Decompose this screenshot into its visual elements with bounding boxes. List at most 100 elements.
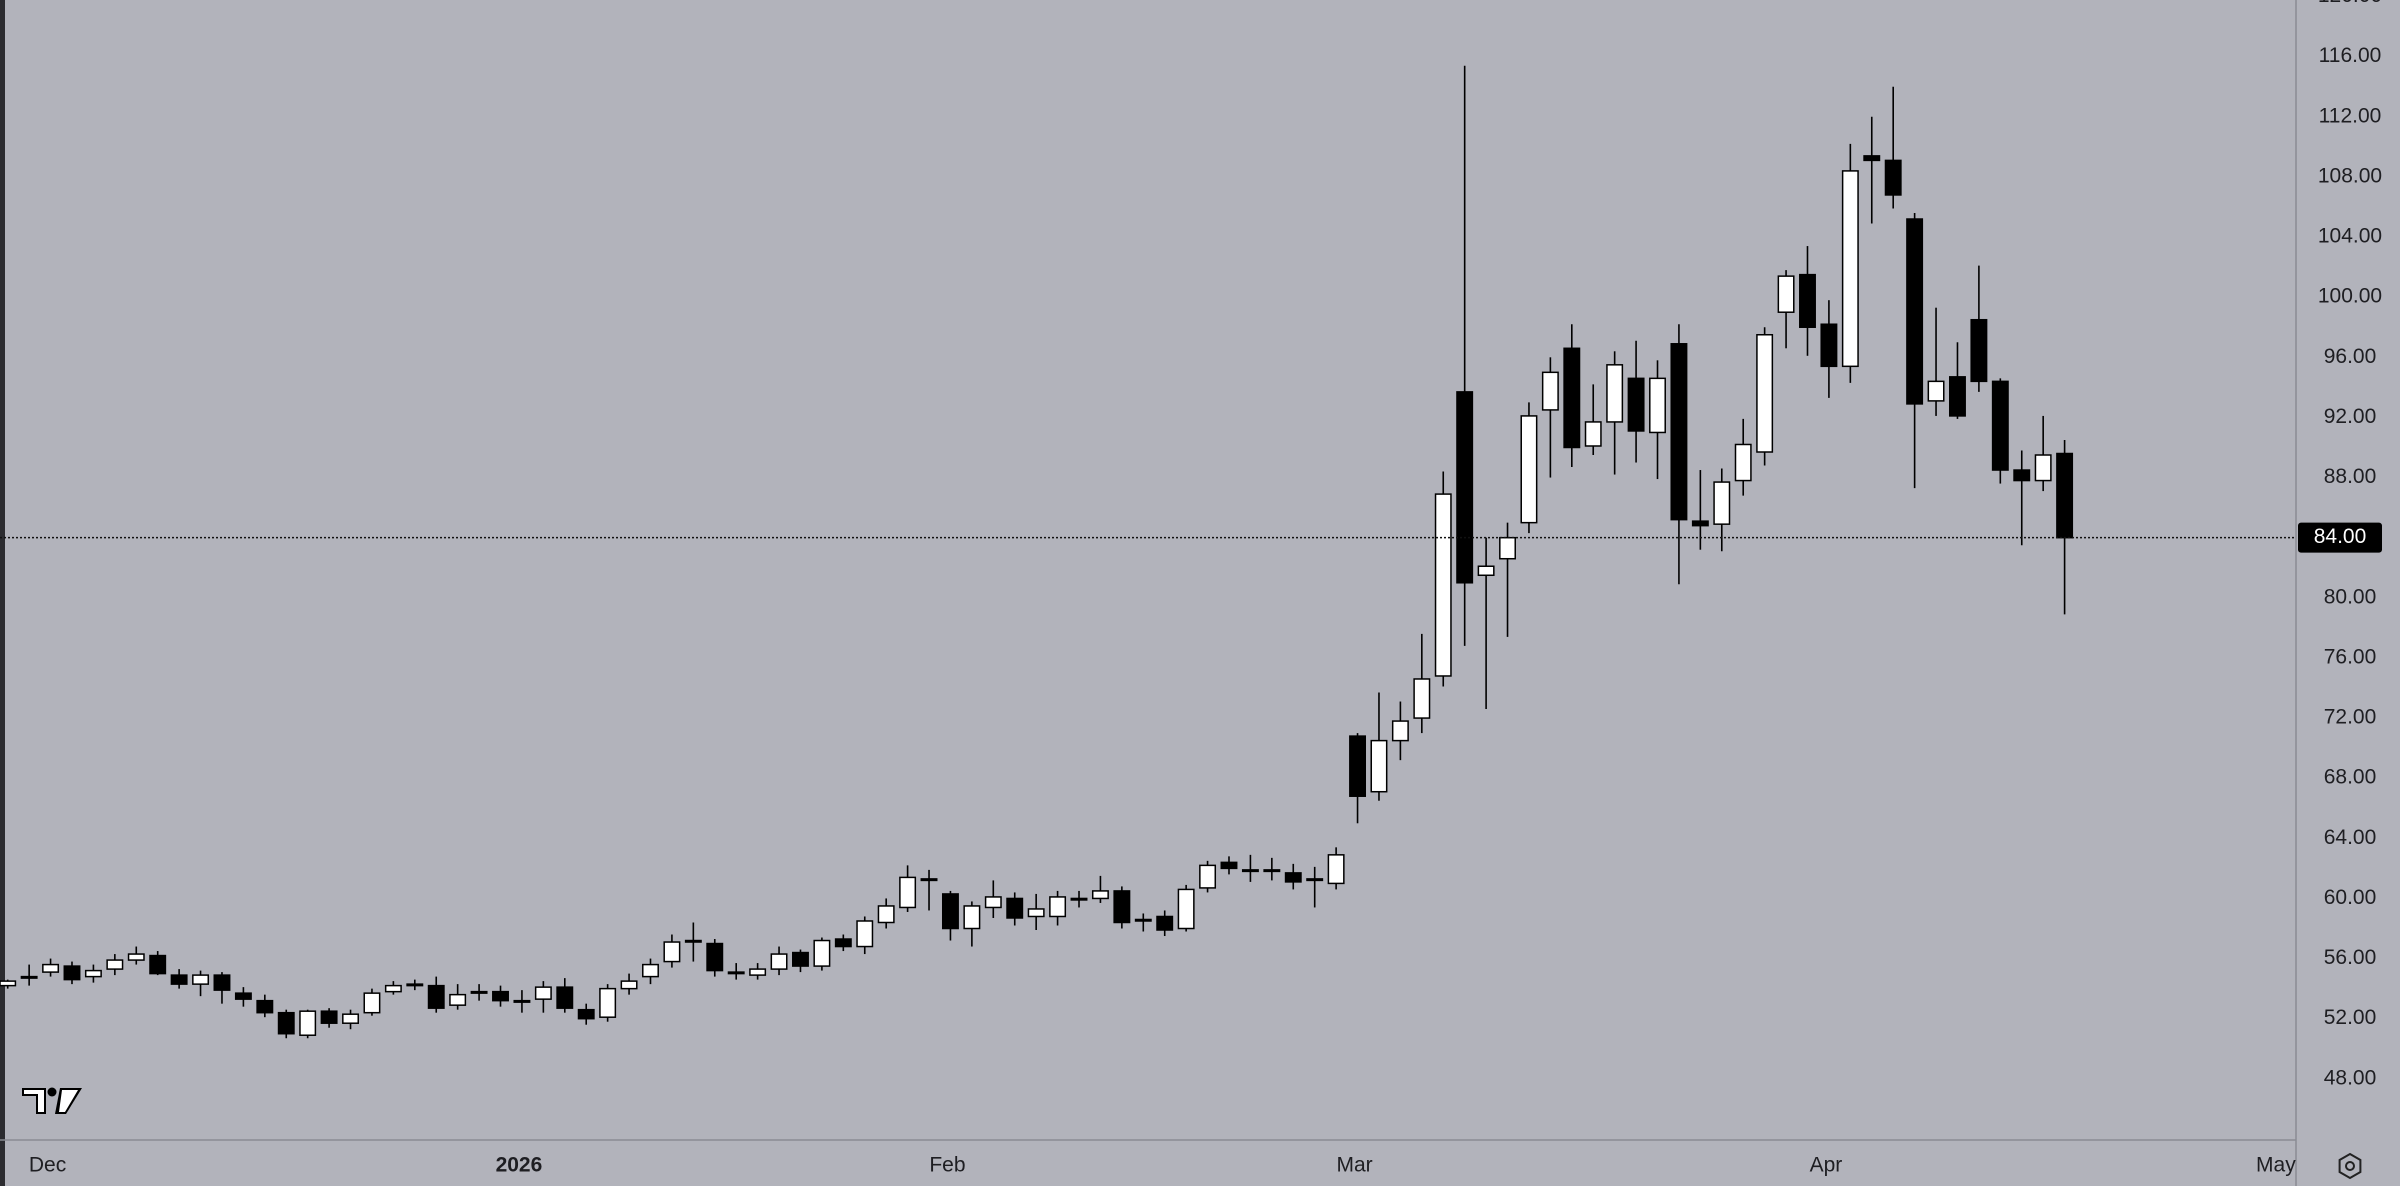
candle-body xyxy=(1220,861,1238,870)
candle-body xyxy=(1477,565,1495,577)
candle-body xyxy=(1156,915,1174,931)
candle-body xyxy=(213,974,231,991)
candle-body xyxy=(792,951,809,967)
left-edge xyxy=(0,0,5,1186)
candle-body xyxy=(1027,908,1045,918)
candle-body xyxy=(449,993,467,1006)
y-tick-label: 92.00 xyxy=(2324,405,2377,428)
candle-body xyxy=(1456,391,1474,584)
candle-body xyxy=(1049,896,1067,918)
candle-body xyxy=(1970,318,1988,383)
candle-body xyxy=(149,954,167,975)
y-tick-label: 108.00 xyxy=(2318,164,2382,187)
candle-body xyxy=(770,953,788,970)
candle-body xyxy=(984,896,1002,909)
candle-body xyxy=(106,959,124,970)
candle-body xyxy=(599,987,617,1018)
candle-body xyxy=(920,878,938,882)
y-tick-label: 76.00 xyxy=(2324,645,2377,668)
candle-body xyxy=(234,992,252,1000)
y-tick-label: 60.00 xyxy=(2324,886,2377,909)
candle-body xyxy=(1006,897,1024,919)
y-tick-label: 112.00 xyxy=(2319,104,2382,127)
candle-body xyxy=(534,986,552,1000)
candle-body xyxy=(63,965,81,981)
candle-body xyxy=(256,999,274,1014)
candle-body xyxy=(1670,343,1688,521)
candle-body xyxy=(1991,380,2009,471)
candle-body xyxy=(1434,493,1452,677)
candle-body xyxy=(1413,678,1431,719)
candle-body xyxy=(299,1010,317,1036)
settings-center[interactable] xyxy=(2345,1161,2355,1171)
y-tick-label: 64.00 xyxy=(2324,826,2377,849)
candle-body xyxy=(384,984,402,993)
candle-body xyxy=(42,963,60,973)
candle-body xyxy=(1241,869,1259,873)
y-tick-label: 100.00 xyxy=(2318,285,2382,308)
y-tick-label: 120.00 xyxy=(2318,0,2382,7)
candle-body xyxy=(1284,872,1302,883)
x-tick-label: May xyxy=(2256,1154,2296,1177)
settings-hexagon[interactable] xyxy=(2338,1152,2362,1180)
candle-body xyxy=(170,974,188,985)
candle-body xyxy=(1649,377,1666,434)
candle-body xyxy=(2013,469,2031,482)
candle-body xyxy=(1370,739,1388,793)
candle-body xyxy=(1199,864,1217,889)
x-tick-label: Dec xyxy=(29,1154,66,1177)
candle-body xyxy=(1349,735,1367,797)
candle-body xyxy=(277,1011,295,1035)
candle-body xyxy=(1777,275,1795,313)
price-label-box xyxy=(2298,522,2382,553)
y-tick-label: 80.00 xyxy=(2324,585,2377,608)
candle-body xyxy=(1499,536,1516,560)
y-tick-label: 96.00 xyxy=(2324,345,2377,368)
settings-icon[interactable] xyxy=(2338,1152,2362,1180)
y-tick-label: 72.00 xyxy=(2324,706,2377,729)
candle-body xyxy=(427,984,445,1009)
y-tick-label: 68.00 xyxy=(2324,766,2377,789)
x-tick-label: Mar xyxy=(1336,1154,1372,1177)
candle-body xyxy=(127,953,145,961)
candle-body xyxy=(20,975,38,979)
logo xyxy=(22,1087,82,1114)
candle-body xyxy=(1306,878,1324,882)
candle-body xyxy=(941,893,959,930)
candle-body xyxy=(834,938,852,948)
y-tick-label: 88.00 xyxy=(2324,465,2377,488)
candle-body xyxy=(1884,159,1902,196)
candle-body xyxy=(877,905,895,924)
candle-body xyxy=(663,941,681,963)
candle-body xyxy=(1691,520,1709,527)
candle-body xyxy=(856,920,874,948)
candle-body xyxy=(1134,918,1152,922)
candle-body xyxy=(577,1008,595,1020)
x-tick-label: 2026 xyxy=(496,1154,543,1177)
candle-body xyxy=(1906,218,1924,405)
candle-body xyxy=(513,999,531,1003)
candle-body xyxy=(192,974,210,985)
candle-body xyxy=(1949,376,1966,417)
candle-body xyxy=(899,876,917,909)
candle-body xyxy=(1863,155,1881,162)
x-tick-label: Apr xyxy=(1810,1154,1843,1177)
candle-body xyxy=(620,980,638,990)
candle-body xyxy=(706,942,724,972)
candle-body xyxy=(1584,421,1602,447)
candle-body xyxy=(1541,371,1559,411)
candle-body xyxy=(1713,481,1731,525)
candle-body xyxy=(813,939,831,967)
candle-body xyxy=(320,1010,338,1024)
candle-body xyxy=(1113,890,1131,924)
candle-body xyxy=(1091,890,1109,900)
y-tick-label: 48.00 xyxy=(2324,1066,2377,1089)
y-tick-label: 56.00 xyxy=(2324,946,2377,969)
candle-body xyxy=(470,990,488,994)
candle-body xyxy=(2034,454,2052,482)
candle-body xyxy=(1927,380,1945,402)
candle-body xyxy=(556,986,574,1009)
candle-body xyxy=(1606,364,1624,423)
candle-body xyxy=(749,968,767,976)
